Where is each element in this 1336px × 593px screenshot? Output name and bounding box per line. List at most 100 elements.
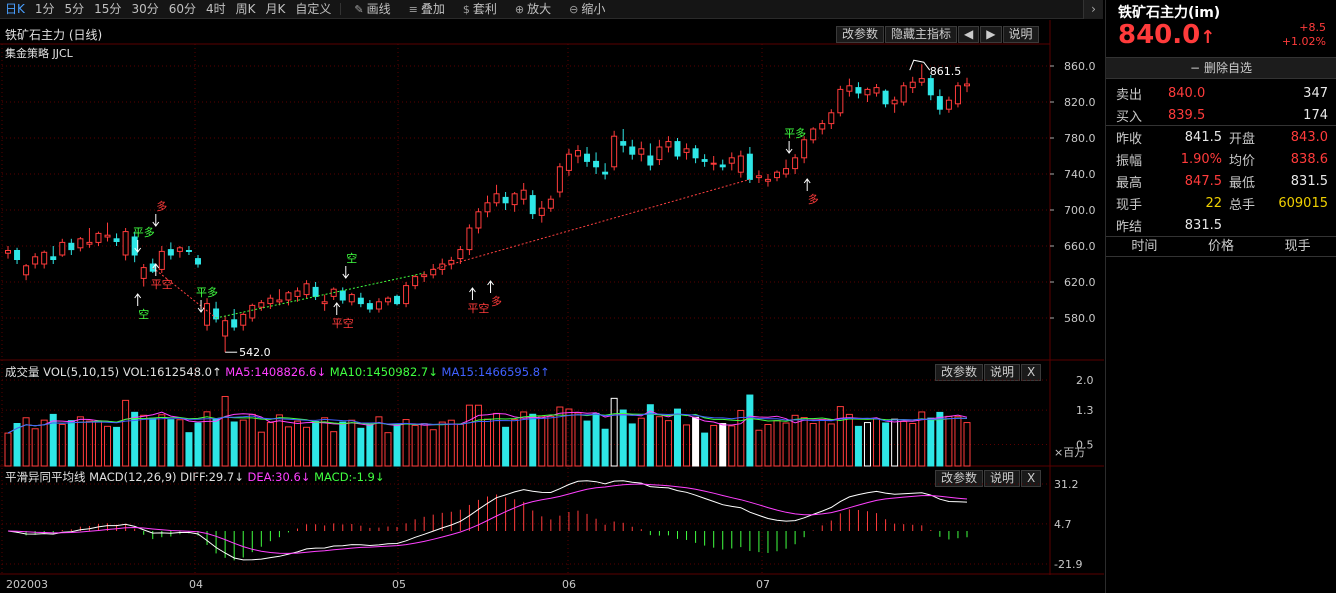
change-params-button[interactable]: 改参数 [836,26,885,43]
period-tab-8[interactable]: 月K [265,1,286,16]
candle [584,153,591,162]
amplitude-label: 振幅 [1116,153,1143,169]
candle [357,297,364,305]
tool-button-1[interactable]: ≡ 叠加 [400,0,454,19]
remove-watch-button[interactable]: − 删除自选 [1106,57,1336,79]
volume-bar [601,428,609,467]
volume-bar [755,429,763,467]
low-price-label: 542.0 [239,346,271,359]
period-tabs: 日K 1分 5分 15分 30分 60分 4时 周K 月K 自定义 [0,0,336,19]
volume-bar [764,424,772,467]
candle [185,250,192,252]
volume-bar [827,423,835,467]
signal-label: 多 [808,192,819,206]
volume-close-button[interactable]: X [1021,364,1042,381]
volume-bar [194,422,202,467]
volume-bar [809,423,817,467]
cur-vol-label: 现手 [1116,197,1143,213]
volume-bar [167,419,175,467]
candle [810,128,817,141]
help-button[interactable]: 说明 [1002,26,1039,43]
period-tab-6[interactable]: 4时 [206,1,226,16]
volume-bar [230,421,238,467]
macd-params-button[interactable]: 改参数 [935,470,984,487]
candle [276,299,283,303]
price-axis-label: 820.0 [1064,96,1096,109]
candle [936,96,943,110]
macd-close-button[interactable]: X [1021,470,1042,487]
candle [719,164,726,168]
candle [14,250,21,260]
total-vol-value: 609015 [1278,195,1328,211]
volume-bar [303,426,311,467]
volume-bar [131,411,139,467]
candle [493,193,500,204]
period-tab-9[interactable]: 自定义 [295,1,332,16]
period-tab-7[interactable]: 周K [235,1,256,16]
tool-button-2[interactable]: $ 套利 [454,0,506,19]
zoom-in-icon: ⊕ [514,2,525,16]
volume-value: VOL:1612548.0↑ [122,365,222,379]
volume-bar [800,417,808,467]
signal-label: 平空 [467,301,489,315]
volume-params-button[interactable]: 改参数 [935,364,984,381]
period-tab-3[interactable]: 15分 [94,1,122,16]
tool-button-3[interactable]: ⊕ 放大 [506,0,560,19]
volume-bar [683,424,691,467]
stats-row-4: 现手 22 总手 609015 [1106,192,1336,214]
candle [710,162,717,165]
candle [122,231,129,256]
signal-arrow-up [152,263,160,276]
price-chart[interactable]: 860.0 820.0 780.0 740.0 700.0 660.0 620.0 580.0… [0,0,1104,593]
signal-line [152,267,217,319]
period-tab-2[interactable]: 5分 [64,1,85,16]
candle [430,268,437,276]
next-arrow-button[interactable]: ▶ [980,26,1002,43]
candle [511,193,518,206]
candle [638,148,645,155]
volume-bar [4,432,12,467]
low-value: 831.5 [1290,173,1328,189]
tool-label: 叠加 [420,1,445,16]
volume-bar [76,416,84,467]
toolbar-more-arrow[interactable]: › [1083,0,1103,19]
volume-bar [447,419,455,467]
signal-arrow-down [785,141,793,154]
signal-arrow-down [342,266,350,279]
volume-bar [873,418,881,467]
volume-bar [927,417,935,467]
candle [647,155,654,166]
period-tab-1[interactable]: 1分 [34,1,55,16]
volume-bar [357,427,365,467]
candle [421,274,428,278]
price-axis-label: 660.0 [1064,240,1096,253]
volume-bar [113,426,121,467]
up-arrow-icon: ↑ [1200,27,1216,48]
volume-indicator: VOL(5,10,15) [43,365,120,379]
candle [674,141,681,157]
candle [593,160,600,168]
tool-button-4[interactable]: ⊖ 缩小 [560,0,614,19]
volume-bar [248,413,256,467]
cur-vol-value: 22 [1205,195,1222,211]
volume-bar [348,419,356,467]
tool-button-0[interactable]: ✎ 画线 [345,0,399,19]
volume-bar [511,419,519,467]
macd-help-button[interactable]: 说明 [984,470,1021,487]
macd-value: MACD:-1.9↓ [314,470,385,484]
period-tab-5[interactable]: 60分 [168,1,196,16]
quote-change-value: +8.5 [1299,21,1326,34]
hide-main-indicator-button[interactable]: 隐藏主指标 [885,26,958,43]
period-tab-4[interactable]: 30分 [131,1,159,16]
candle [520,189,527,200]
period-tab-0[interactable]: 日K [5,1,25,16]
prev-arrow-button[interactable]: ◀ [958,26,980,43]
volume-bar [85,420,93,467]
volume-ma15: MA15:1466595.8↑ [441,365,550,379]
volume-bar [891,418,899,467]
volume-bar [58,423,66,467]
prev-settle-value: 831.5 [1184,217,1222,233]
volume-bar [104,425,112,467]
volume-bar [909,423,917,467]
pencil-icon: ✎ [354,2,364,16]
